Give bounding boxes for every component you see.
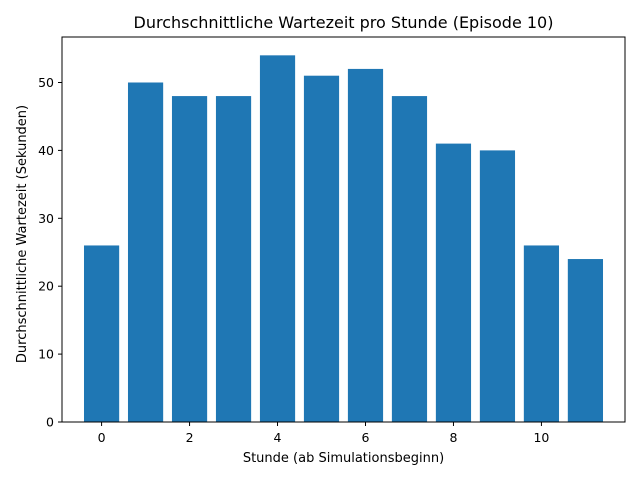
x-axis-ticks: 0 2 4 6 8 10 — [98, 422, 549, 445]
x-tick-label: 8 — [449, 430, 457, 445]
x-tick-label: 2 — [186, 430, 194, 445]
y-tick-label: 50 — [38, 75, 54, 90]
y-tick-label: 20 — [38, 279, 54, 294]
y-axis-ticks: 0 10 20 30 40 50 — [38, 75, 62, 430]
bar-9 — [479, 150, 516, 422]
y-tick-label: 10 — [38, 347, 54, 362]
bar-11 — [567, 259, 604, 422]
y-tick-label: 30 — [38, 211, 54, 226]
bar-0 — [83, 245, 120, 422]
chart-title: Durchschnittliche Wartezeit pro Stunde (… — [134, 13, 554, 32]
x-axis-label: Stunde (ab Simulationsbeginn) — [243, 451, 444, 466]
bar-3 — [215, 96, 252, 423]
bars-group — [83, 55, 604, 423]
bar-10 — [523, 245, 560, 422]
bar-8 — [435, 143, 472, 423]
bar-6 — [347, 68, 384, 423]
bar-7 — [391, 96, 428, 423]
x-tick-label: 4 — [274, 430, 282, 445]
plot-frame — [61, 36, 626, 423]
x-tick-label: 10 — [533, 430, 549, 445]
bar-1 — [127, 82, 164, 422]
y-tick-label: 40 — [38, 143, 54, 158]
x-tick-label: 0 — [98, 430, 106, 445]
x-tick-label: 6 — [362, 430, 370, 445]
bar-5 — [303, 75, 340, 422]
bar-2 — [171, 96, 208, 423]
y-axis-label: Durchschnittliche Wartezeit (Sekunden) — [15, 105, 30, 363]
y-tick-label: 0 — [46, 415, 54, 430]
bar-4 — [259, 55, 296, 422]
